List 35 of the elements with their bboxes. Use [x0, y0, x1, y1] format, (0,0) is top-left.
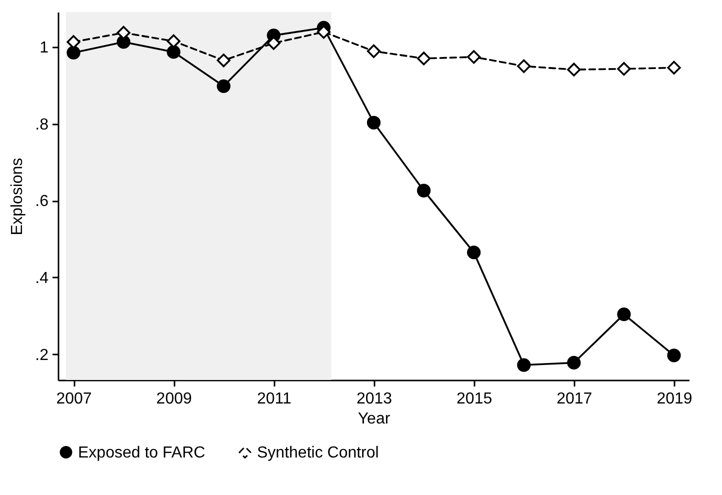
x-tick-label: 2019 [656, 390, 692, 408]
x-tick-label: 2009 [156, 390, 192, 408]
x-tick-label: 2011 [256, 390, 292, 408]
point [216, 54, 230, 68]
point [166, 45, 180, 59]
point [667, 348, 681, 362]
point [467, 246, 481, 260]
x-tick-label: 2015 [456, 390, 492, 408]
point [416, 184, 431, 198]
point [366, 44, 381, 58]
point [567, 356, 581, 370]
y-axis-title: Explosions [9, 158, 26, 236]
legend-label: Synthetic Control [257, 444, 379, 462]
point [617, 308, 631, 322]
point [617, 62, 631, 76]
y-tick-label: .4 [35, 270, 49, 287]
point [66, 46, 80, 60]
point [667, 60, 681, 75]
legend-label: Exposed to FARC [78, 444, 206, 462]
x-tick-label: 2007 [56, 390, 92, 408]
y-tick-label: .8 [35, 116, 49, 134]
point [366, 116, 381, 130]
y-tick-label: 1 [40, 39, 49, 56]
point [517, 358, 531, 372]
x-axis-title: Year [358, 410, 391, 428]
point [467, 50, 481, 64]
y-tick-label: .2 [35, 346, 49, 364]
point [66, 35, 80, 49]
y-tick-label: .6 [35, 193, 49, 210]
point [416, 52, 431, 66]
point [567, 62, 581, 76]
point [517, 59, 531, 73]
x-tick-label: 2017 [556, 390, 592, 408]
point [216, 79, 230, 93]
x-tick-label: 2013 [356, 390, 392, 408]
